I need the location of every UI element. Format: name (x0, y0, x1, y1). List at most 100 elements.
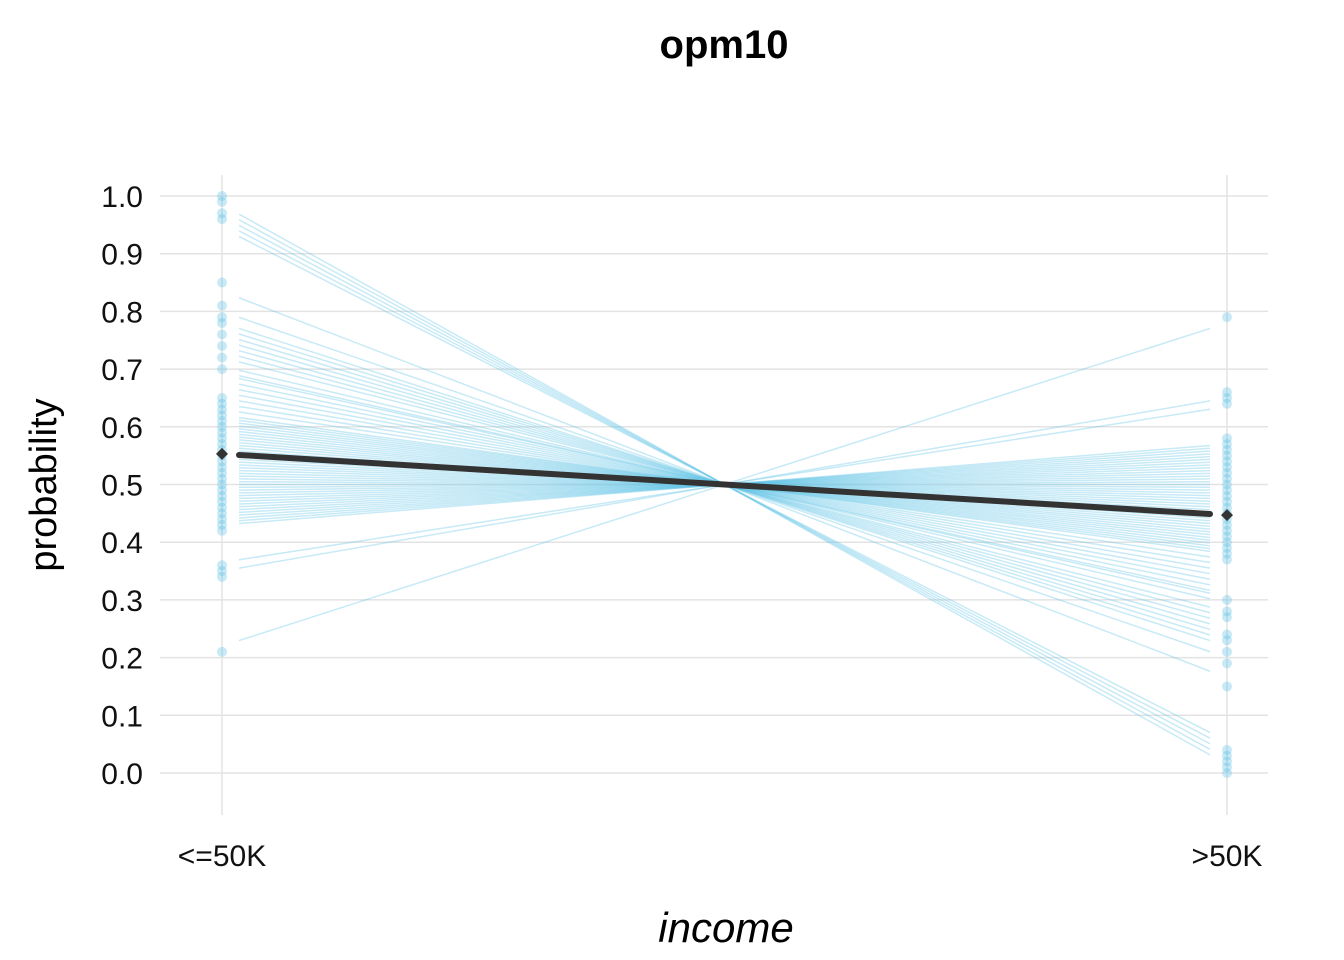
x-axis-label: income (658, 904, 793, 951)
data-point-right (1222, 768, 1232, 778)
data-point-right (1222, 479, 1232, 490)
data-point-left (217, 191, 227, 201)
data-point-left (217, 427, 227, 438)
data-point-right (1222, 525, 1232, 536)
data-point-right (1222, 398, 1232, 409)
data-point-right (1222, 548, 1232, 559)
data-point-left (217, 421, 227, 432)
y-axis-label: probability (23, 398, 65, 571)
data-point-right (1222, 496, 1232, 507)
data-point-left (217, 433, 227, 444)
data-point-right (1222, 519, 1232, 530)
data-point-right (1222, 756, 1232, 767)
y-tick-label: 0.4 (101, 527, 143, 560)
y-tick-label: 0.0 (101, 758, 143, 791)
data-point-right (1222, 485, 1232, 496)
data-point-left (217, 519, 227, 530)
data-point-right (1222, 450, 1232, 461)
data-point-left (217, 560, 227, 571)
x-axis-ticks: <=50K >50K (178, 840, 1263, 873)
data-point-right (1222, 554, 1232, 565)
data-point-left (217, 462, 227, 473)
data-point-right (1222, 762, 1232, 773)
x-tick-label: >50K (1192, 840, 1263, 873)
data-point-left (217, 364, 227, 375)
data-point-left (217, 352, 227, 363)
y-tick-label: 0.9 (101, 239, 143, 272)
data-point-left (217, 398, 227, 409)
mean-series (216, 447, 1233, 522)
data-point-left (217, 473, 227, 484)
mean-point (1221, 509, 1233, 522)
y-tick-label: 1.0 (101, 181, 143, 214)
data-point-left (217, 525, 227, 536)
data-point-right (1222, 392, 1232, 403)
data-point-left (217, 277, 227, 288)
data-point-right (1222, 502, 1232, 513)
data-point-left (217, 508, 227, 519)
data-point-left (217, 571, 227, 582)
data-point-left (217, 214, 227, 225)
data-point-right (1222, 312, 1232, 323)
data-point-left (217, 479, 227, 490)
data-point-left (217, 312, 227, 323)
mean-point (216, 447, 228, 460)
y-tick-label: 0.5 (101, 470, 143, 503)
data-point-right (1222, 612, 1232, 623)
data-point-left (217, 196, 227, 207)
data-point-right (1222, 473, 1232, 484)
data-point-left (217, 410, 227, 421)
y-axis-ticks: 0.0 0.1 0.2 0.3 0.4 0.5 0.6 0.7 0.8 0.9 1.0 (101, 181, 143, 791)
data-point-right (1222, 635, 1232, 646)
data-point-left (217, 491, 227, 502)
data-point-left (217, 566, 227, 577)
data-point-right (1222, 681, 1232, 692)
x-tick-label: <=50K (178, 840, 266, 873)
data-point-left (217, 317, 227, 328)
data-point-left (217, 208, 227, 219)
data-point-right (1222, 606, 1232, 617)
data-point-left (217, 502, 227, 513)
data-point-left (217, 456, 227, 467)
data-point-left (217, 300, 227, 311)
y-tick-label: 0.7 (101, 354, 143, 387)
y-tick-label: 0.1 (101, 700, 143, 733)
y-tick-label: 0.2 (101, 643, 143, 676)
data-point-right (1222, 433, 1232, 444)
y-tick-label: 0.6 (101, 412, 143, 445)
data-point-left (217, 646, 227, 657)
data-point-right (1222, 744, 1232, 755)
data-point-right (1222, 467, 1232, 478)
y-tick-label: 0.8 (101, 296, 143, 329)
data-point-left (217, 392, 227, 403)
chart-title: opm10 (660, 23, 789, 67)
data-point-left (217, 467, 227, 478)
data-point-right (1222, 462, 1232, 473)
data-point-right (1222, 542, 1232, 553)
data-point-right (1222, 491, 1232, 502)
data-point-left (217, 439, 227, 450)
data-point-left (217, 485, 227, 496)
data-point-right (1222, 658, 1232, 669)
data-point-left (217, 404, 227, 415)
data-point-right (1222, 456, 1232, 467)
data-point-right (1222, 444, 1232, 455)
data-point-left (217, 496, 227, 507)
data-point-right (1222, 531, 1232, 542)
data-point-right (1222, 387, 1232, 398)
data-point-left (217, 341, 227, 352)
data-point-left (217, 514, 227, 525)
data-point-left (217, 329, 227, 340)
posterior-draw-points (217, 191, 1232, 778)
data-point-right (1222, 594, 1232, 605)
data-point-right (1222, 537, 1232, 548)
data-point-right (1222, 750, 1232, 761)
mean-line (236, 451, 1213, 518)
data-point-left (217, 416, 227, 427)
y-tick-label: 0.3 (101, 585, 143, 618)
data-point-right (1222, 646, 1232, 657)
data-point-right (1222, 439, 1232, 450)
data-point-right (1222, 629, 1232, 640)
